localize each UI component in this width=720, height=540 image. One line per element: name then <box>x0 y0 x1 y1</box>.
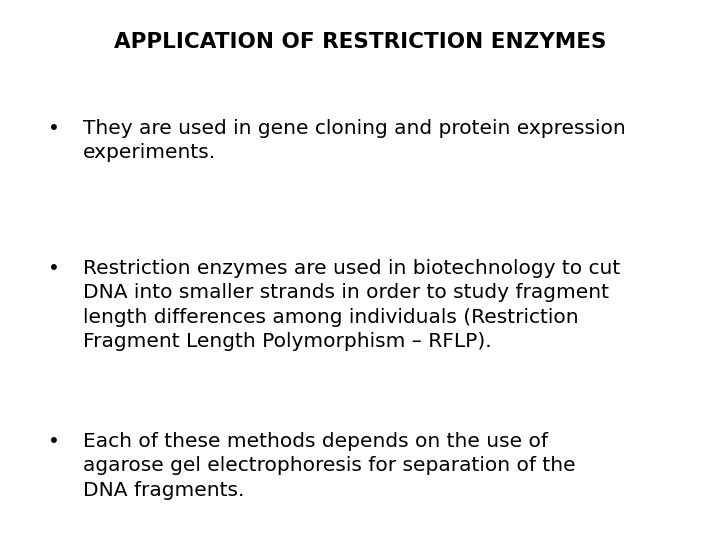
Text: •: • <box>48 259 60 278</box>
Text: •: • <box>48 432 60 451</box>
Text: Each of these methods depends on the use of
agarose gel electrophoresis for sepa: Each of these methods depends on the use… <box>83 432 575 500</box>
Text: APPLICATION OF RESTRICTION ENZYMES: APPLICATION OF RESTRICTION ENZYMES <box>114 32 606 52</box>
Text: Restriction enzymes are used in biotechnology to cut
DNA into smaller strands in: Restriction enzymes are used in biotechn… <box>83 259 620 351</box>
Text: •: • <box>48 119 60 138</box>
Text: They are used in gene cloning and protein expression
experiments.: They are used in gene cloning and protei… <box>83 119 626 162</box>
